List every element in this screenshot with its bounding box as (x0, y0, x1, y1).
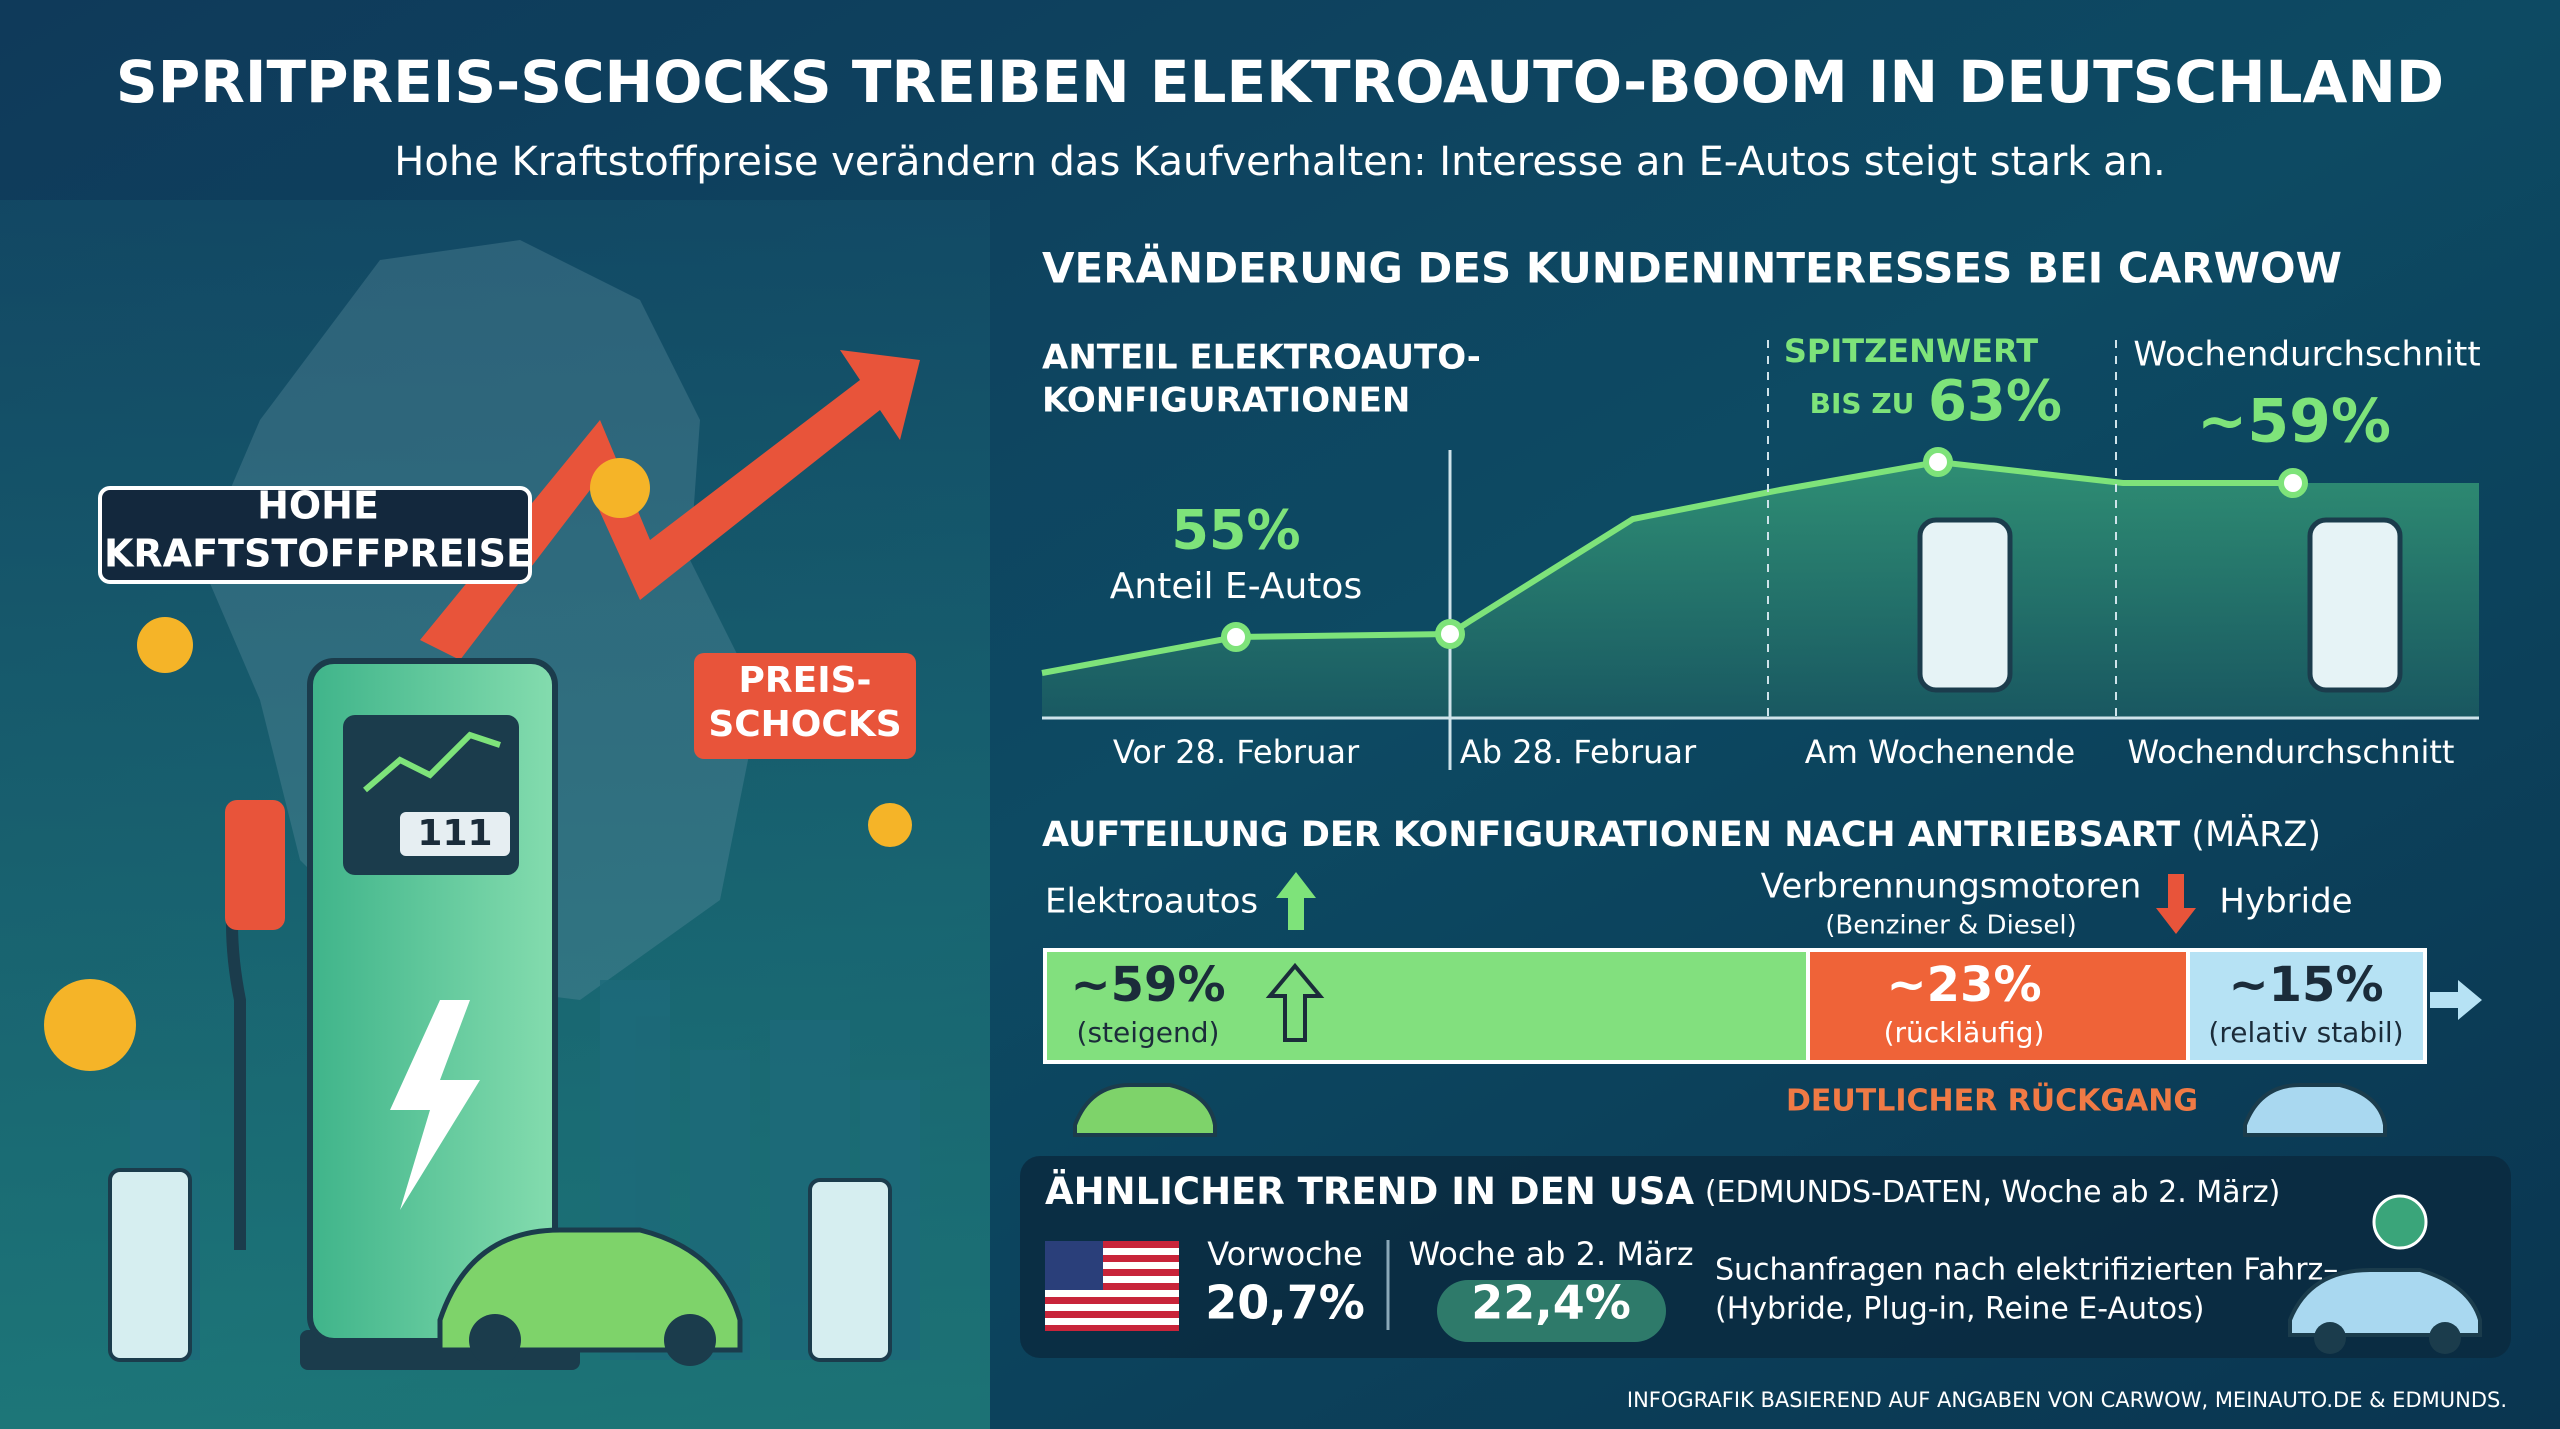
average-value: ~59% (2197, 387, 2391, 457)
down-arrow (2156, 874, 2196, 934)
segment-name: Verbrennungsmotoren (1761, 867, 2142, 907)
illustration (0, 200, 990, 1429)
previous-value: 20,7% (1205, 1276, 1365, 1330)
usa-panel (1020, 1156, 2511, 1358)
peak-prefix: BIS ZU (1810, 387, 1915, 420)
highlight-pill (1437, 1280, 1666, 1342)
peak-value: 63% (1928, 369, 2062, 434)
pump-display: 111 (417, 813, 492, 854)
shock-label: SCHOCKS (708, 704, 901, 745)
shock-label: PREIS- (739, 660, 872, 701)
section-heading: VERÄNDERUNG DES KUNDENINTERESSES BEI CAR… (1042, 243, 2342, 293)
description: Suchanfragen nach elektrifizierten Fahrz… (1715, 1253, 2338, 1288)
heading-text: AUFTEILUNG DER KONFIGURATIONEN NACH ANTR… (1042, 815, 2180, 855)
period-label: Am Wochenende (1805, 733, 2075, 771)
description: (Hybride, Plug-in, Reine E-Autos) (1715, 1292, 2204, 1327)
peak-label: SPITZENWERT (1784, 332, 2038, 370)
previous-label: Vorwoche (1207, 1235, 1362, 1273)
heading-note: (EDMUNDS-DATEN, Woche ab 2. März) (1705, 1175, 2281, 1210)
heading-note: (MÄRZ) (2191, 813, 2321, 855)
segment-note: (Benziner & Diesel) (1825, 911, 2076, 941)
section-heading: AUFTEILUNG DER KONFIGURATIONEN NACH ANTR… (1042, 813, 2321, 855)
car-icon (2288, 1194, 2482, 1354)
title: SPRITPREIS-SCHOCKS TREIBEN ELEKTROAUTO-B… (116, 48, 2444, 116)
segment-value: ~15% (2228, 957, 2383, 1013)
segment-name: Hybride (2219, 882, 2352, 922)
section-heading: ÄHNLICHER TREND IN DEN USA (EDMUNDS-DATE… (1045, 1169, 2280, 1213)
segment-trend: (steigend) (1077, 1016, 1220, 1049)
period-label: Ab 28. Februar (1460, 733, 1697, 771)
period-label: Wochendurchschnitt (2128, 733, 2455, 771)
average-label: Wochendurchschnitt (2133, 335, 2480, 375)
current-value: 22,4% (1471, 1276, 1631, 1330)
fuel-label: KRAFTSTOFFPREISE (104, 532, 532, 576)
decline-note: DEUTLICHER RÜCKGANG (1786, 1082, 2198, 1119)
period-label: Vor 28. Februar (1113, 733, 1360, 771)
up-arrow (1276, 872, 1316, 930)
split-bar (1043, 948, 2482, 1137)
trend-illustration (1041, 340, 2479, 770)
subtitle: Hohe Kraftstoffpreise verändern das Kauf… (394, 139, 2165, 185)
segment-name: Elektroautos (1045, 882, 1258, 922)
start-value: 55% (1171, 499, 1300, 562)
heading-text: ÄHNLICHER TREND IN DEN USA (1045, 1169, 1694, 1213)
us-flag (1045, 1241, 1179, 1331)
footer: INFOGRAFIK BASIEREND AUF ANGABEN VON CAR… (1627, 1388, 2507, 1412)
segment-value: ~23% (1886, 957, 2041, 1013)
chart-subheading: KONFIGURATIONEN (1042, 381, 1410, 421)
segment-trend: (rückläufig) (1884, 1016, 2045, 1049)
start-label: Anteil E-Autos (1110, 566, 1362, 607)
fuel-label: HOHE (257, 484, 379, 528)
segment-trend: (relativ stabil) (2208, 1016, 2403, 1049)
current-label: Woche ab 2. März (1408, 1235, 1693, 1273)
segment-value: ~59% (1070, 957, 1225, 1013)
chart-subheading: ANTEIL ELEKTROAUTO- (1042, 338, 1481, 378)
